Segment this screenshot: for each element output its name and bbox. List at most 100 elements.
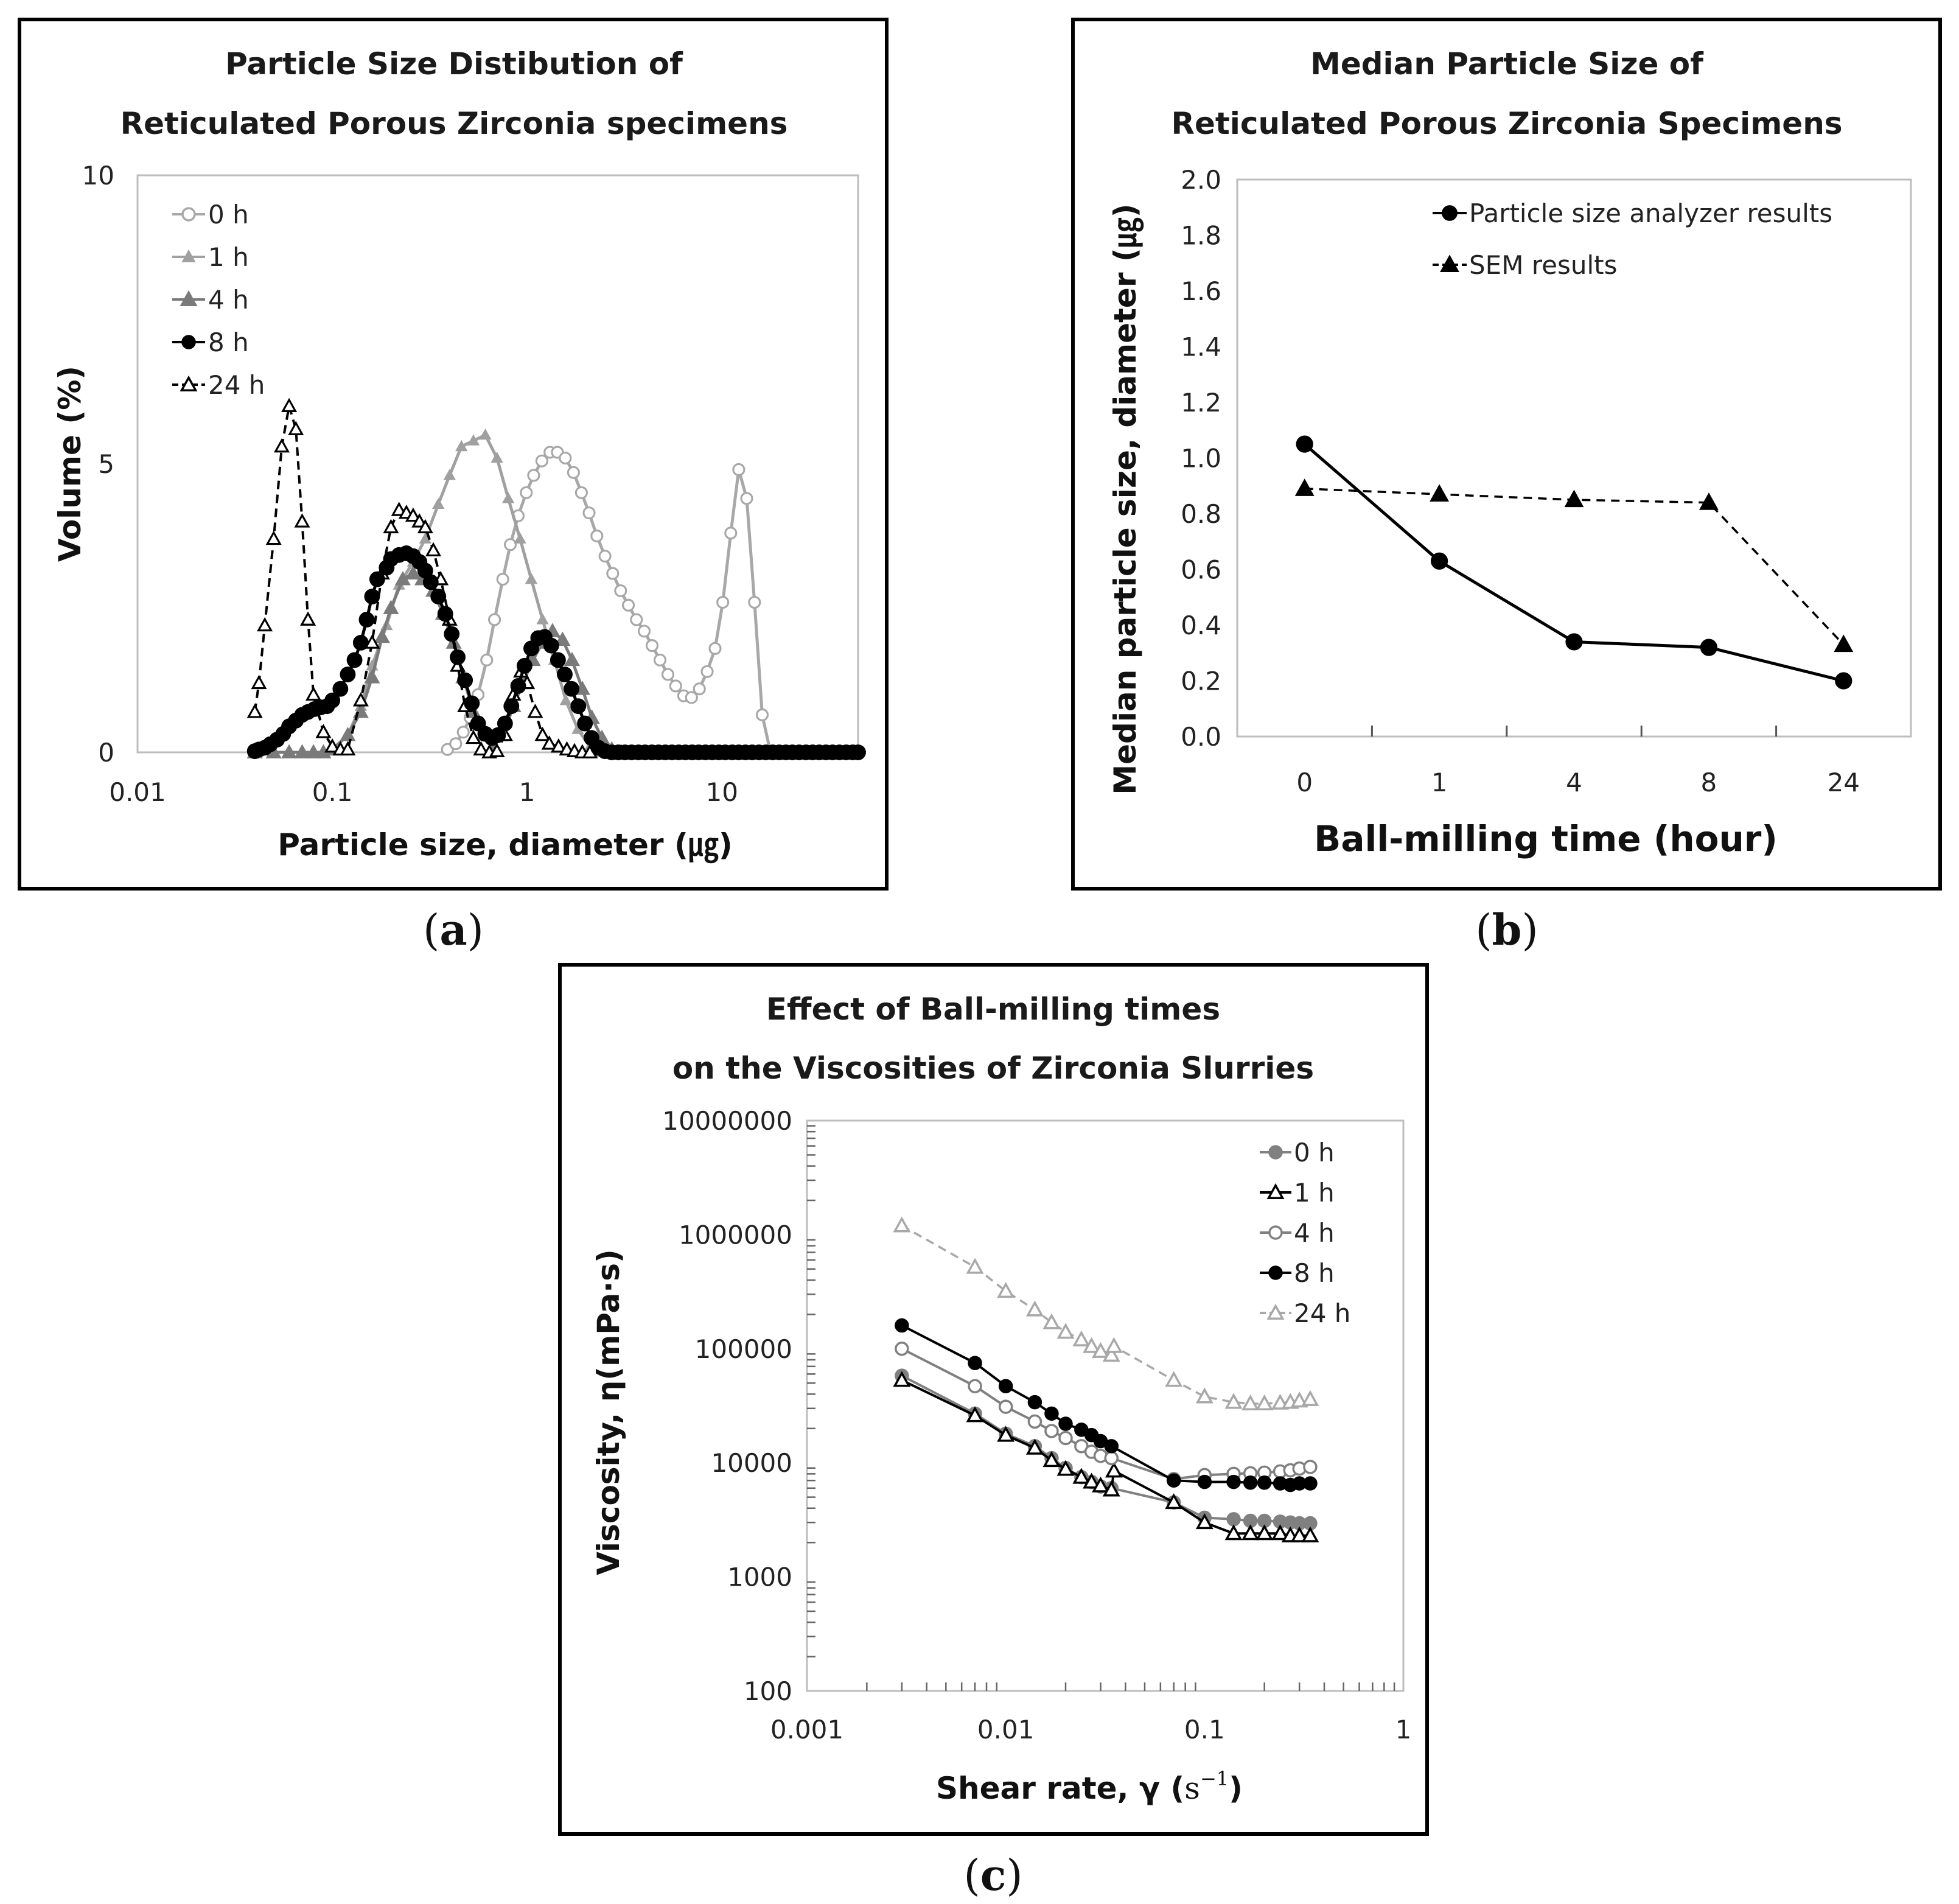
panel-c-point-4-h	[1044, 1424, 1059, 1438]
panel-a-point-4-h	[405, 565, 421, 579]
panel-a-point-24-h	[383, 519, 399, 534]
panel-c-point-4-h	[968, 1379, 982, 1393]
panel-c-point-8-h	[1044, 1406, 1059, 1421]
panel-a-point-1-h	[479, 428, 492, 440]
panel-c-point-1-h	[1301, 1526, 1319, 1542]
panel-b-point-sem-results	[1430, 484, 1450, 502]
panel-a-point-24-h	[411, 513, 428, 528]
panel-a-point-24-h	[489, 743, 505, 757]
panel-b-y-tick-label: 0.6	[1181, 555, 1221, 585]
panel-a-point-24-h	[300, 611, 316, 626]
panel-c-y-tick-label: 100000	[695, 1334, 792, 1364]
panel-a-point-0-h	[755, 708, 769, 721]
panel-c-point-24-h	[966, 1258, 984, 1274]
panel-c-legend-label: 0 h	[1294, 1138, 1335, 1167]
panel-a-legend: 0 h 1 h 4 h 8 h 24 h	[172, 200, 265, 400]
panel-c-point-1-h	[1165, 1493, 1183, 1510]
panel-c-point-24-h	[893, 1216, 911, 1233]
panel-c-title-line-1: Effect of Ball-milling times	[766, 992, 1220, 1027]
panel-c-point-8-h	[1027, 1395, 1042, 1410]
panel-a-point-24-h	[465, 729, 481, 744]
panel-b-x-tick-label: 8	[1701, 768, 1717, 797]
panel-c-series	[893, 1216, 1319, 1542]
panel-a-title-line-1: Particle Size Distibution of	[225, 46, 683, 82]
panel-b-plot-area	[1236, 178, 1912, 738]
panel-b-legend-item-particle-size-analyzer-results: Particle size analyzer results	[1433, 198, 1832, 228]
panel-c-point-24-h	[1241, 1394, 1260, 1410]
panel-a-point-24-h	[257, 617, 273, 632]
panel-c-point-8-h	[1243, 1475, 1258, 1490]
panel-b-legend-label: Particle size analyzer results	[1469, 198, 1832, 228]
panel-a-point-1-h	[491, 451, 503, 463]
panel-c-point-8-h	[1226, 1474, 1241, 1489]
panel-b-point-sem-results	[1834, 634, 1854, 653]
panel-c-legend-item-24-h: 24 h	[1260, 1298, 1350, 1328]
panel-c-y-tick-label: 1000000	[679, 1220, 792, 1250]
panel-a-point-0-h	[567, 466, 580, 479]
panel-a-y-tick-label: 10	[82, 161, 114, 191]
panel-b-series	[1294, 435, 1854, 690]
panel-b-point-particle-size-analyzer-results	[1700, 639, 1717, 656]
panel-c-point-0-h	[1226, 1512, 1241, 1527]
panel-c-caption: (c)	[963, 1850, 1022, 1900]
panel-a-point-0-h	[693, 682, 706, 696]
panel-a-point-0-h	[590, 529, 604, 543]
panel-c-point-24-h	[1083, 1337, 1101, 1353]
panel-a: Particle Size Distibution of Reticulated…	[18, 18, 889, 891]
panel-a-point-8-h	[570, 698, 587, 715]
panel-c-point-1-h	[1255, 1524, 1274, 1541]
panel-b-x-tick-label: 4	[1566, 768, 1582, 797]
panel-a-point-0-h	[724, 527, 738, 540]
panel-a-point-8-h	[444, 626, 460, 642]
panel-c: Effect of Ball-milling times on the Visc…	[558, 963, 1429, 1836]
panel-c-x-tick-label: 1	[1395, 1715, 1412, 1745]
panel-a-point-1-h	[501, 492, 515, 503]
panel-c-point-4-h	[1058, 1430, 1073, 1446]
panel-a-point-1-h	[443, 469, 456, 480]
panel-b-point-particle-size-analyzer-results	[1565, 633, 1583, 651]
panel-a-point-4-h	[294, 744, 310, 758]
panel-a-point-8-h	[332, 681, 349, 697]
panel-a-legend-item-4-h: 4 h	[172, 285, 249, 315]
panel-c-legend-label: 8 h	[1294, 1258, 1335, 1288]
panel-a-legend-label: 4 h	[208, 285, 249, 315]
panel-c-point-4-h	[1104, 1451, 1119, 1466]
panel-c-point-24-h	[1025, 1300, 1044, 1317]
panel-c-point-1-h	[1290, 1526, 1308, 1542]
panel-a-point-8-h	[550, 652, 566, 668]
panel-a-point-0-h	[496, 573, 509, 586]
panel-a-point-8-h	[503, 698, 520, 715]
panel-b-point-sem-results	[1294, 478, 1315, 496]
panel-c-legend-marker	[1268, 1145, 1283, 1160]
panel-a-x-tick-label: 0.01	[109, 777, 166, 807]
panel-a-legend-item-24-h: 24 h	[172, 370, 265, 400]
panel-a-point-8-h	[346, 652, 363, 668]
panel-c-legend-marker	[1268, 1265, 1283, 1280]
panel-c-legend-item-8-h: 8 h	[1260, 1258, 1335, 1288]
panel-a-point-8-h	[510, 678, 526, 694]
panel-a-series-24-h	[246, 397, 598, 758]
panel-a-point-1-h	[419, 532, 431, 544]
panel-a-point-24-h	[294, 513, 310, 528]
panel-c-ticks: 0.001 0.01 0.1 1 100 1000 10000 100000 1000000 10…	[662, 1106, 1411, 1745]
panel-a-point-8-h	[850, 744, 866, 760]
panel-c-point-24-h	[1072, 1330, 1091, 1346]
panel-a-point-8-h	[497, 715, 513, 732]
panel-a-point-24-h	[324, 738, 341, 753]
panel-b-y-tick-label: 2.0	[1181, 165, 1221, 195]
panel-b-x-tick-label: 0	[1296, 768, 1313, 797]
panel-a-point-24-h	[352, 692, 369, 707]
panel-b-title-line-2: Reticulated Porous Zirconia Specimens	[1171, 106, 1842, 141]
panel-c-point-1-h	[1195, 1513, 1213, 1530]
panel-a-point-0-h	[708, 642, 722, 655]
panel-a-point-0-h	[685, 691, 698, 704]
panel-c-y-tick-label: 1000	[727, 1563, 792, 1592]
panel-c-point-8-h	[895, 1318, 909, 1333]
panel-a-point-8-h	[543, 637, 559, 654]
panel-c-legend-item-0-h: 0 h	[1260, 1138, 1335, 1167]
panel-a-point-8-h	[577, 715, 593, 732]
panel-a-point-24-h	[251, 674, 267, 690]
panel-c-point-1-h	[966, 1406, 984, 1423]
panel-b-caption: (b)	[1475, 905, 1538, 955]
